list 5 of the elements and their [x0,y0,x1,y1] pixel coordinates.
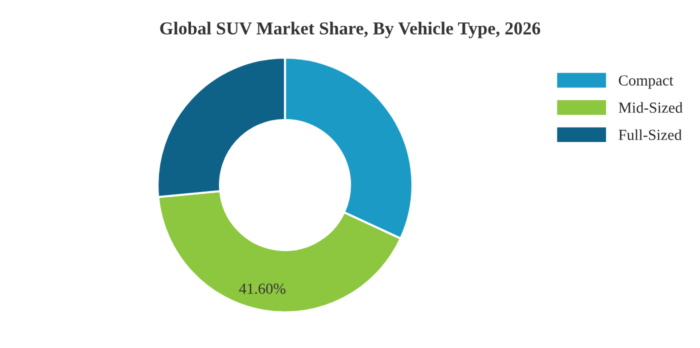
legend-label: Compact [618,75,674,89]
data-label: 41.60% [239,284,286,294]
legend-label: Mid-Sized [618,102,683,113]
legend-label: Full-Sized [618,129,682,140]
chart-title: Global SUV Market Share, By Vehicle Type, 2026 [160,22,540,38]
